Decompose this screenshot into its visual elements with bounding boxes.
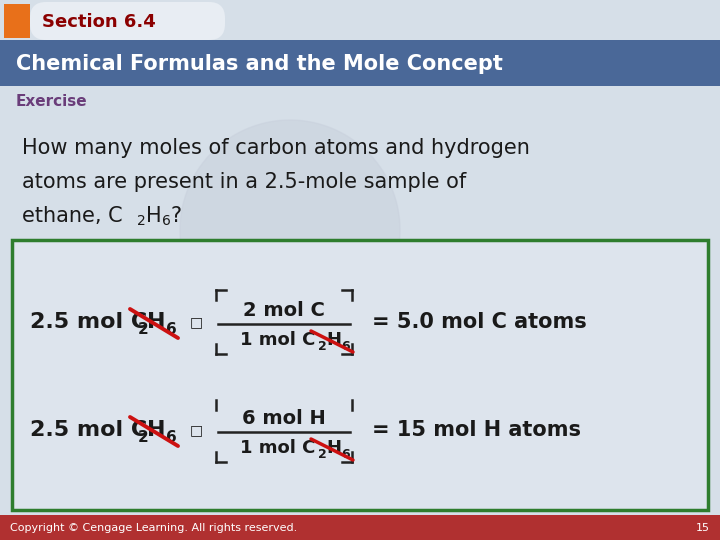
Text: H: H [326,331,341,349]
Bar [0,515,720,540]
Text: 2: 2 [137,214,145,228]
Text: 15: 15 [696,523,710,533]
Text: 6: 6 [162,214,171,228]
Text: ethane, C: ethane, C [22,206,122,226]
Text: Exercise: Exercise [16,94,88,110]
Text: 1 mol C: 1 mol C [240,439,315,457]
Text: 6 mol H: 6 mol H [242,409,326,429]
Text: H: H [146,206,161,226]
Text: Chemical Formulas and the Mole Concept: Chemical Formulas and the Mole Concept [16,54,503,74]
Text: 6: 6 [341,341,350,354]
Text: 2: 2 [138,321,149,336]
Text: 2: 2 [318,341,327,354]
Text: Section 6.4: Section 6.4 [42,13,156,31]
Text: 6: 6 [166,321,176,336]
Text: H: H [147,312,166,332]
Text: How many moles of carbon atoms and hydrogen: How many moles of carbon atoms and hydro… [22,138,530,158]
Bar [12,240,708,510]
Text: ?: ? [170,206,181,226]
Text: = 15 mol H atoms: = 15 mol H atoms [372,420,581,440]
Polygon shape [180,120,400,340]
Text: H: H [147,420,166,440]
Text: 2: 2 [318,449,327,462]
Text: 2.5 mol C: 2.5 mol C [30,312,148,332]
Text: = 5.0 mol C atoms: = 5.0 mol C atoms [372,312,587,332]
Text: □: □ [190,423,203,437]
Text: atoms are present in a 2.5-mole sample of: atoms are present in a 2.5-mole sample o… [22,172,467,192]
Text: 6: 6 [166,429,176,444]
Text: 2: 2 [138,429,149,444]
Text: Copyright © Cengage Learning. All rights reserved.: Copyright © Cengage Learning. All rights… [10,523,297,533]
Text: 2.5 mol C: 2.5 mol C [30,420,148,440]
Text: 2 mol C: 2 mol C [243,301,325,321]
FancyBboxPatch shape [30,2,225,40]
Bar [4,4,30,38]
Bar [0,40,720,86]
Text: □: □ [190,315,203,329]
Text: 1 mol C: 1 mol C [240,331,315,349]
Text: 6: 6 [341,449,350,462]
Text: H: H [326,439,341,457]
